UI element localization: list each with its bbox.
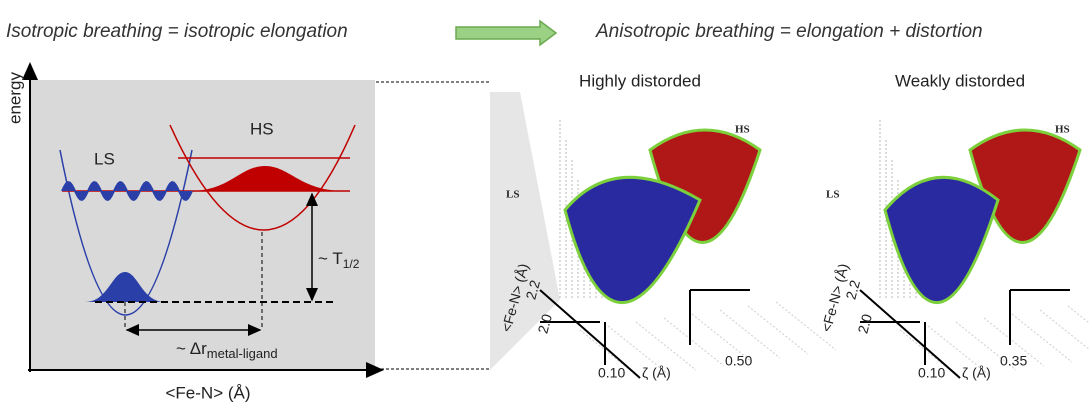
ls-label: LS bbox=[506, 189, 519, 201]
energy-diagram: energy <Fe-N> (Å) LS HS ~ T1/2 ~ Δrmetal… bbox=[5, 62, 384, 402]
y-tick: 2.0 bbox=[535, 312, 556, 335]
grid-line bbox=[1067, 305, 1089, 324]
grid-line bbox=[663, 317, 725, 367]
header-right: Anisotropic breathing = elongation + dis… bbox=[595, 21, 983, 42]
ls-gaussian bbox=[85, 272, 165, 302]
grid-line bbox=[927, 325, 989, 375]
zoom-wedge bbox=[490, 92, 560, 370]
transition-arrow bbox=[455, 19, 558, 47]
ls-wavefunction bbox=[61, 181, 193, 201]
plot-title: Highly distorded bbox=[579, 71, 701, 90]
x-tick: 0.50 bbox=[725, 353, 752, 369]
hs-curve bbox=[169, 124, 356, 231]
grid-line bbox=[775, 301, 837, 351]
axis-line bbox=[539, 289, 641, 379]
grid-line bbox=[719, 309, 781, 359]
x-label: <Fe-N> (Å) bbox=[165, 383, 250, 402]
y-tick: 2.2 bbox=[523, 278, 544, 301]
plot-title: Weakly distorded bbox=[895, 71, 1025, 90]
x-tick: 0.10 bbox=[598, 365, 625, 381]
ls-label: LS bbox=[94, 149, 115, 168]
grid-line bbox=[635, 321, 697, 371]
axis-line bbox=[859, 289, 961, 379]
hs-label: HS bbox=[1055, 124, 1070, 136]
y-tick: 2.0 bbox=[855, 312, 876, 335]
ls-label: LS bbox=[826, 189, 839, 201]
grid-line bbox=[747, 305, 809, 355]
hs-label: HS bbox=[250, 119, 274, 138]
grid-line bbox=[691, 313, 753, 363]
hs-surface bbox=[968, 128, 1082, 244]
ls-curve bbox=[59, 149, 193, 316]
hs-gaussian bbox=[190, 166, 345, 191]
y-label: energy bbox=[5, 72, 24, 124]
grid-line bbox=[607, 325, 669, 375]
t-half-label: ~ T1/2 bbox=[318, 249, 360, 271]
grid-line bbox=[1011, 313, 1073, 363]
delta-r-label: ~ Δrmetal-ligand bbox=[176, 339, 278, 361]
x-axis-label: ζ (Å) bbox=[642, 365, 671, 381]
hs-label: HS bbox=[735, 124, 750, 136]
x-tick: 0.35 bbox=[1000, 353, 1027, 369]
grid-line bbox=[1039, 309, 1089, 350]
x-axis-label: ζ (Å) bbox=[962, 365, 991, 381]
header-left: Isotropic breathing = isotropic elongati… bbox=[6, 21, 348, 42]
grid-line bbox=[955, 321, 1017, 371]
x-tick: 0.10 bbox=[918, 365, 945, 381]
grid-line bbox=[983, 317, 1045, 367]
ls-surface bbox=[883, 175, 1000, 304]
y-tick: 2.2 bbox=[843, 278, 864, 301]
ls-surface bbox=[563, 175, 702, 304]
panel-bg bbox=[30, 80, 375, 370]
